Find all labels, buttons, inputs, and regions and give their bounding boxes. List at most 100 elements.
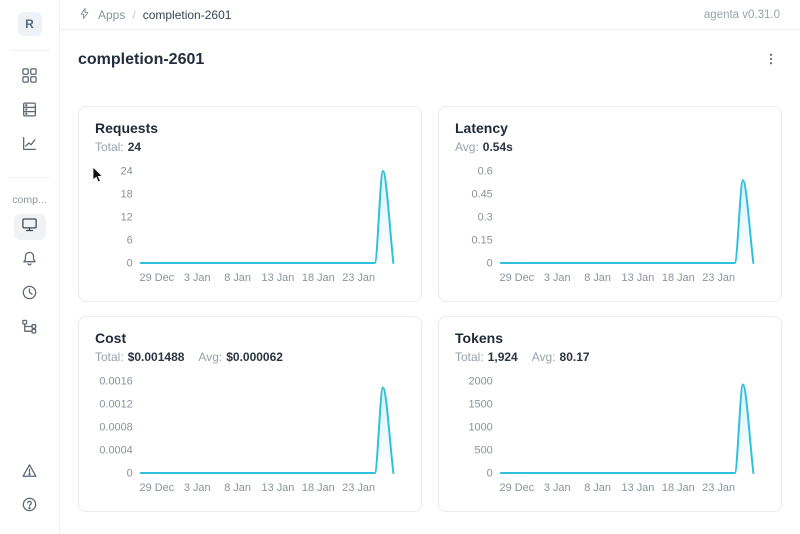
stat-label: Avg:: [531, 350, 556, 364]
y-tick-label: 0: [127, 467, 133, 479]
y-tick-label: 0.0004: [99, 444, 132, 456]
x-tick-label: 8 Jan: [224, 272, 251, 284]
y-tick-label: 0.15: [471, 234, 492, 246]
y-tick-label: 18: [121, 188, 133, 200]
table-rows-icon: [21, 101, 38, 123]
bell-icon: [21, 250, 38, 272]
history-icon: [21, 284, 38, 306]
sidebar-item-alerts[interactable]: [14, 460, 46, 486]
stat: Total: 24: [95, 139, 141, 155]
x-tick-label: 8 Jan: [224, 482, 251, 494]
cost-chart[interactable]: 0 0.0004 0.0008 0.0012 0.0016 29 Dec 3 Jan 8 Ja…: [95, 369, 405, 497]
page-title: completion-2601: [78, 51, 205, 68]
x-tick-label: 3 Jan: [544, 272, 571, 284]
card-latency: Latency Avg: 0.54s 0 0.15 0.3 0.45 0.6 29 Dec 3…: [438, 106, 782, 302]
chart-stats: Total: 1,924 Avg: 80.17: [455, 349, 765, 365]
stat: Avg: 80.17: [532, 349, 590, 365]
sidebar-item-history[interactable]: [14, 282, 46, 308]
stat-value: $0.001488: [127, 350, 185, 364]
x-tick-label: 29 Dec: [140, 482, 175, 494]
stat: Avg: 0.54s: [455, 139, 513, 155]
x-tick-label: 18 Jan: [662, 482, 695, 494]
chart-line: [139, 386, 395, 474]
avatar[interactable]: R: [17, 12, 42, 36]
x-tick-label: 18 Jan: [662, 272, 695, 284]
stat-label: Total:: [95, 140, 124, 154]
stat: Total: $0.001488: [95, 349, 184, 365]
stat-value: 80.17: [559, 350, 590, 364]
tokens-chart[interactable]: 0 500 1000 1500 2000 29 Dec 3 Jan 8 Jan 13 Jan 18…: [455, 369, 765, 497]
chart-area-fill: [140, 171, 394, 263]
chart-area-fill: [500, 384, 754, 473]
y-tick-label: 0.45: [471, 188, 492, 200]
y-tick-label: 500: [475, 444, 493, 456]
stat-label: Avg:: [455, 140, 479, 154]
stat-value: 0.54s: [482, 140, 513, 154]
latency-chart[interactable]: 0 0.15 0.3 0.45 0.6 29 Dec 3 Jan 8 Jan 13 Jan 18 …: [455, 159, 765, 287]
y-tick-label: 0.3: [478, 211, 493, 223]
card-cost: Cost Total: $0.001488 Avg: $0.000062 0 0.000…: [78, 316, 422, 512]
stat: Avg: $0.000062: [198, 349, 283, 365]
breadcrumb-current: completion-2601: [142, 7, 232, 22]
page-menu-button[interactable]: [760, 49, 782, 71]
charts-grid: Requests Total: 24 0 6 12 18 24 29 Dec 3 Jan 8 J…: [78, 106, 782, 512]
bolt-icon: [78, 7, 91, 23]
tree-icon: [21, 318, 38, 340]
y-tick-label: 0.6: [478, 165, 493, 177]
question-circle-icon: [21, 496, 38, 518]
x-tick-label: 13 Jan: [262, 482, 295, 494]
apps-grid-icon: [21, 67, 38, 89]
mouse-cursor: [92, 167, 104, 183]
monitor-icon: [21, 216, 38, 238]
stat-value: $0.000062: [226, 350, 283, 364]
y-tick-label: 0: [127, 257, 133, 269]
top-bar: Apps / completion-2601 agenta v0.31.0: [60, 0, 800, 30]
breadcrumb-apps-link[interactable]: Apps: [98, 7, 126, 22]
main-area: Apps / completion-2601 agenta v0.31.0 co…: [60, 0, 800, 534]
x-tick-label: 13 Jan: [622, 272, 655, 284]
x-tick-label: 13 Jan: [622, 482, 655, 494]
x-tick-label: 29 Dec: [140, 272, 175, 284]
y-tick-label: 0: [487, 257, 493, 269]
stat-value: 24: [127, 140, 142, 154]
x-tick-label: 3 Jan: [184, 272, 211, 284]
chart-title: Requests: [95, 120, 159, 136]
x-tick-label: 23 Jan: [342, 272, 375, 284]
y-tick-label: 0.0008: [99, 421, 132, 433]
x-tick-label: 18 Jan: [302, 272, 335, 284]
chart-title: Cost: [95, 330, 127, 346]
y-tick-label: 24: [121, 165, 133, 177]
y-tick-label: 0.0012: [99, 398, 132, 410]
sidebar: R: [0, 0, 60, 534]
sidebar-item-help[interactable]: [14, 494, 46, 520]
stat: Total: 1,924: [455, 349, 518, 365]
sidebar-item-datasets[interactable]: [14, 99, 46, 125]
x-tick-label: 23 Jan: [702, 272, 735, 284]
sidebar-item-apps[interactable]: [14, 65, 46, 91]
requests-chart[interactable]: 0 6 12 18 24 29 Dec 3 Jan 8 Jan 13 Jan 18 Jan 23 J…: [95, 159, 405, 287]
sidebar-item-observability[interactable]: [14, 133, 46, 159]
x-tick-label: 29 Dec: [500, 482, 535, 494]
stat-label: Total:: [95, 350, 124, 364]
chart-title: Latency: [455, 120, 508, 136]
sidebar-item-traces[interactable]: [14, 316, 46, 342]
sidebar-app-label: comp...: [12, 194, 47, 206]
breadcrumb: Apps / completion-2601: [78, 7, 231, 23]
y-tick-label: 12: [121, 211, 133, 223]
x-tick-label: 3 Jan: [184, 482, 211, 494]
chart-line: [499, 383, 755, 474]
sidebar-item-evaluations[interactable]: [14, 248, 46, 274]
x-tick-label: 29 Dec: [500, 272, 535, 284]
x-tick-label: 3 Jan: [544, 482, 571, 494]
chart-stats: Total: $0.001488 Avg: $0.000062: [95, 349, 405, 365]
app-version-label: agenta v0.31.0: [703, 8, 780, 21]
chart-area-fill: [500, 180, 754, 263]
breadcrumb-separator: /: [132, 7, 136, 22]
x-tick-label: 23 Jan: [342, 482, 375, 494]
chart-line: [139, 169, 395, 264]
y-tick-label: 0: [487, 467, 493, 479]
sidebar-item-playground[interactable]: [13, 214, 46, 240]
chart-line-icon: [21, 135, 38, 157]
y-tick-label: 6: [127, 234, 133, 246]
